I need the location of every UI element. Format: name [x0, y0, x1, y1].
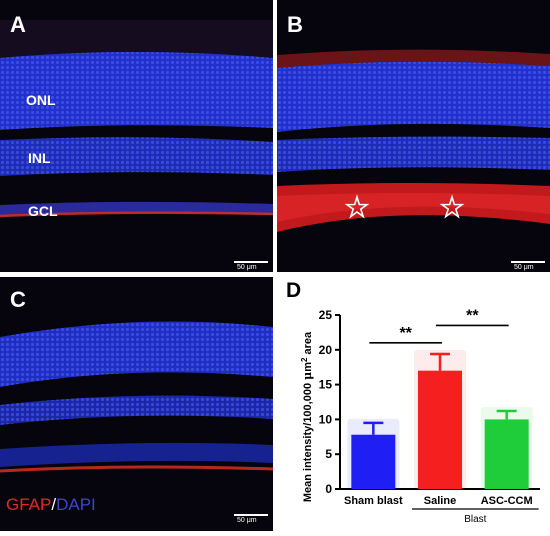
inl-label: INL: [28, 150, 51, 166]
scale-bar: [234, 261, 268, 263]
panel-b-label: B: [287, 12, 303, 37]
y-tick-label: 0: [325, 482, 332, 496]
x-tick-label: Saline: [424, 495, 456, 507]
bar: [351, 434, 396, 489]
panel-a-label: A: [10, 12, 26, 37]
onl-label: ONL: [26, 92, 56, 108]
panel-c-image: [0, 277, 273, 531]
bar: [418, 370, 462, 489]
x-tick-label: Sham blast: [344, 495, 403, 507]
panel-b-image: [277, 0, 550, 272]
significance-label: **: [399, 325, 412, 342]
y-tick-label: 20: [319, 343, 333, 357]
gcl-label: GCL: [28, 203, 58, 219]
panel-c-label: C: [10, 287, 26, 312]
panel-d-label: D: [286, 279, 301, 302]
scale-bar-label: 50 μm: [237, 264, 257, 271]
gfap-label: GFAP: [6, 495, 52, 514]
scale-bar-label: 50 μm: [514, 264, 534, 271]
legend-separator: /: [51, 495, 57, 514]
scale-bar-label: 50 μm: [237, 517, 257, 524]
bar-chart: D Mean intensity/100,000 μm2 area 0 5 10 15…: [286, 279, 540, 525]
panel-c: C 50 μm: [0, 277, 273, 531]
y-tick-label: 10: [319, 412, 333, 426]
panel-a-image: [0, 0, 273, 272]
significance-label: **: [466, 307, 479, 324]
x-tick-label: ASC-CCM: [481, 495, 533, 507]
scale-bar: [234, 514, 268, 516]
scale-bar: [511, 261, 545, 263]
y-tick-label: 15: [319, 378, 333, 392]
y-tick-label: 25: [319, 308, 333, 322]
panel-b: B 50 μm: [277, 0, 550, 272]
stain-legend: GFAP/DAPI: [6, 495, 96, 515]
group-label: Blast: [464, 514, 486, 525]
panel-a: A ONL INL GCL 50 μm: [0, 0, 273, 272]
dapi-label: DAPI: [56, 495, 96, 514]
y-axis-label: Mean intensity/100,000 μm2 area: [300, 331, 314, 502]
panel-d: D Mean intensity/100,000 μm2 area 0 5 10 15…: [278, 275, 550, 531]
bar: [484, 419, 529, 489]
y-tick-label: 5: [325, 447, 332, 461]
